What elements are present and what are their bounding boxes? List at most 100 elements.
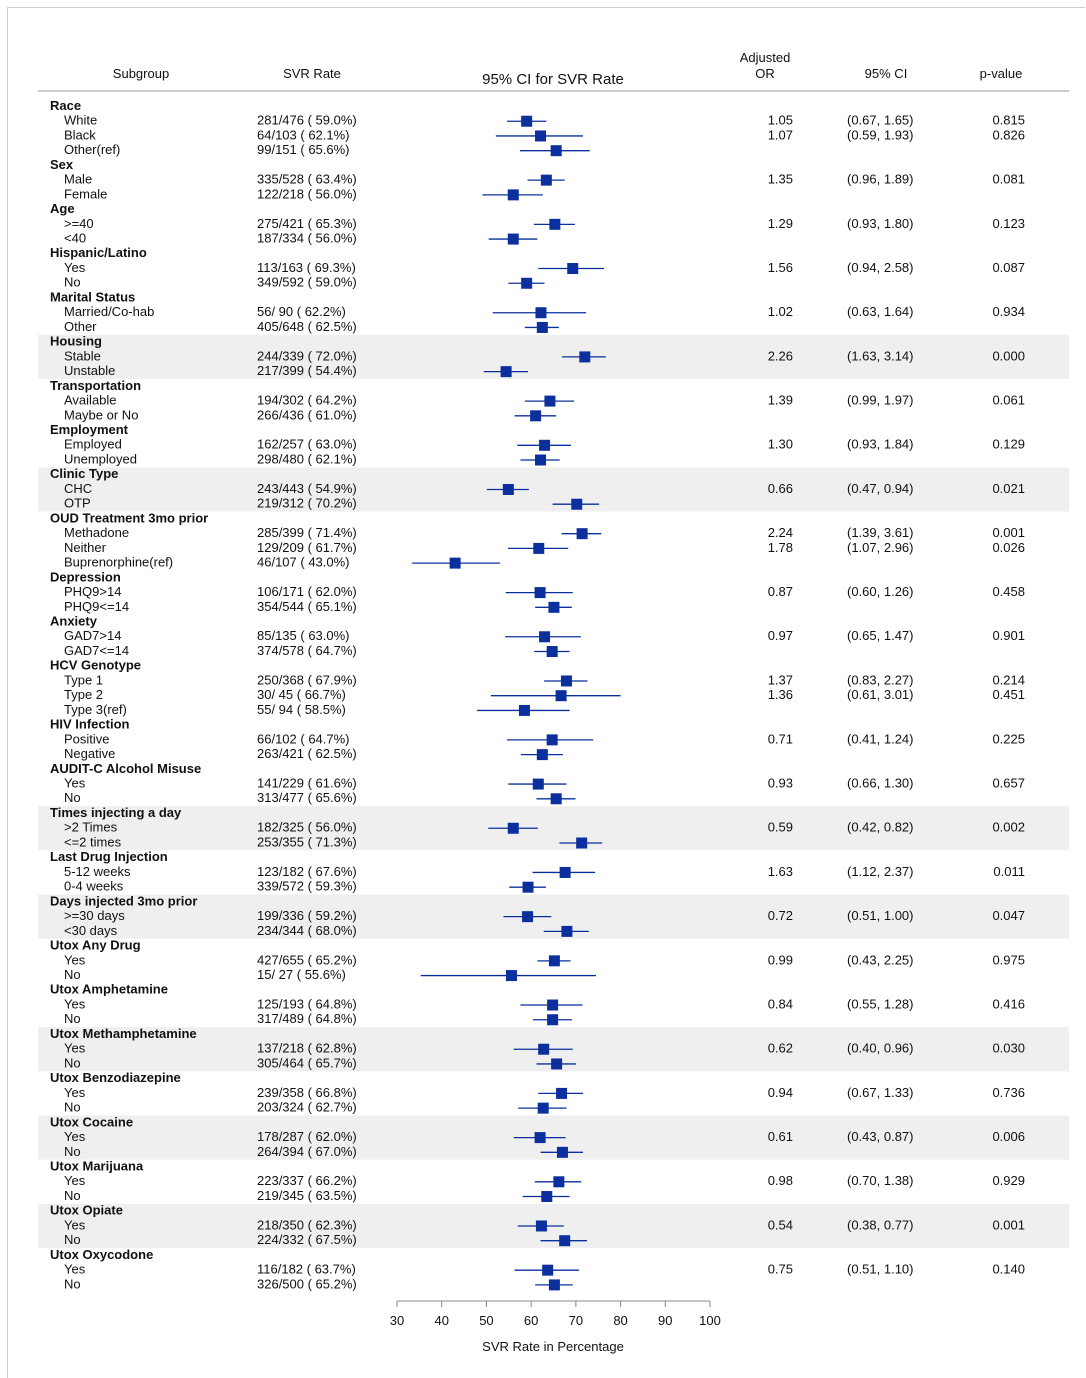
point-estimate-marker	[535, 130, 547, 142]
subgroup-label: Methadone	[64, 525, 129, 540]
odds-ratio-value: 0.59	[768, 820, 793, 835]
svr-rate-value: 30/ 45 ( 66.7%)	[257, 687, 346, 702]
p-value: 0.006	[992, 1129, 1025, 1144]
point-estimate-marker	[576, 528, 588, 540]
ci-value: (0.42, 0.82)	[847, 820, 914, 835]
subgroup-label: Type 2	[64, 687, 103, 702]
group-label: Utox Benzodiazepine	[50, 1070, 181, 1085]
svr-rate-value: 56/ 90 ( 62.2%)	[257, 304, 346, 319]
subgroup-label: No	[64, 967, 81, 982]
subgroup-label: OTP	[64, 496, 91, 511]
ci-value: (0.55, 1.28)	[847, 996, 914, 1011]
svr-rate-value: 263/421 ( 62.5%)	[257, 746, 357, 761]
group-label: HCV Genotype	[50, 658, 141, 673]
group-label: Last Drug Injection	[50, 849, 168, 864]
point-estimate-marker	[536, 321, 548, 333]
point-estimate-marker	[556, 1146, 568, 1158]
svr-rate-value: 187/334 ( 56.0%)	[257, 231, 357, 246]
subgroup-label: No	[64, 1188, 81, 1203]
ci-value: (0.70, 1.38)	[847, 1173, 914, 1188]
header-svr-rate: SVR Rate	[283, 66, 341, 81]
svr-rate-value: 223/337 ( 66.2%)	[257, 1173, 357, 1188]
header-pvalue: p-value	[980, 66, 1023, 81]
point-estimate-marker	[533, 542, 545, 554]
odds-ratio-value: 1.29	[768, 216, 793, 231]
subgroup-label: Yes	[64, 1085, 86, 1100]
subgroup-label: Employed	[64, 437, 122, 452]
point-estimate-marker	[546, 734, 558, 746]
odds-ratio-value: 2.26	[768, 348, 793, 363]
subgroup-label: Yes	[64, 996, 86, 1011]
svr-rate-value: 224/332 ( 67.5%)	[257, 1232, 357, 1247]
subgroup-label: No	[64, 790, 81, 805]
odds-ratio-value: 0.84	[768, 996, 793, 1011]
odds-ratio-value: 0.62	[768, 1041, 793, 1056]
subgroup-label: Available	[64, 393, 117, 408]
svr-rate-value: 243/443 ( 54.9%)	[257, 481, 357, 496]
p-value: 0.140	[992, 1262, 1025, 1277]
p-value: 0.451	[992, 687, 1025, 702]
subgroup-label: Unstable	[64, 363, 115, 378]
p-value: 0.002	[992, 820, 1025, 835]
odds-ratio-value: 1.30	[768, 437, 793, 452]
odds-ratio-value: 1.39	[768, 393, 793, 408]
subgroup-label: PHQ9>14	[64, 584, 121, 599]
svr-rate-value: 285/399 ( 71.4%)	[257, 525, 357, 540]
odds-ratio-value: 1.36	[768, 687, 793, 702]
point-estimate-marker	[559, 1235, 571, 1247]
group-label: HIV Infection	[50, 717, 130, 732]
svr-rate-value: 317/489 ( 64.8%)	[257, 1011, 357, 1026]
x-tick-label: 70	[569, 1313, 583, 1328]
x-axis: SVR Rate in Percentage 30 40 50 60 70 80 90 100	[390, 1300, 721, 1354]
group-label: Housing	[50, 334, 102, 349]
group-label: Race	[50, 98, 81, 113]
p-value: 0.657	[992, 776, 1025, 791]
p-value: 0.929	[992, 1173, 1025, 1188]
subgroup-label: No	[64, 1100, 81, 1115]
table-header: Subgroup SVR Rate 95% CI for SVR Rate Ad…	[38, 50, 1069, 92]
point-estimate-marker	[546, 646, 558, 658]
subgroup-label: GAD7<=14	[64, 643, 129, 658]
odds-ratio-value: 0.54	[768, 1217, 793, 1232]
subgroup-label: Yes	[64, 1173, 86, 1188]
subgroup-label: No	[64, 1276, 81, 1291]
subgroup-label: Yes	[64, 1041, 86, 1056]
group-label: Utox Any Drug	[50, 938, 141, 953]
ci-value: (0.38, 0.77)	[847, 1217, 914, 1232]
odds-ratio-value: 0.98	[768, 1173, 793, 1188]
p-value: 0.001	[992, 1217, 1025, 1232]
group-band	[38, 334, 1069, 380]
svr-rate-value: 137/218 ( 62.8%)	[257, 1041, 357, 1056]
subgroup-label: <=2 times	[64, 834, 122, 849]
odds-ratio-value: 2.24	[768, 525, 793, 540]
subgroup-label: Married/Co-hab	[64, 304, 154, 319]
point-estimate-marker	[522, 911, 534, 923]
point-estimate-marker	[555, 690, 567, 702]
ci-value: (1.39, 3.61)	[847, 525, 914, 540]
subgroup-label: Yes	[64, 260, 86, 275]
odds-ratio-value: 0.93	[768, 776, 793, 791]
p-value: 0.087	[992, 260, 1025, 275]
svr-rate-value: 203/324 ( 62.7%)	[257, 1100, 357, 1115]
point-estimate-marker	[505, 970, 517, 982]
p-value: 0.026	[992, 540, 1025, 555]
subgroup-label: Yes	[64, 1217, 86, 1232]
svr-rate-value: 275/421 ( 65.3%)	[257, 216, 357, 231]
group-label: Hispanic/Latino	[50, 245, 147, 260]
header-ci-plot: 95% CI for SVR Rate	[482, 71, 624, 88]
svr-rate-value: 15/ 27 ( 55.6%)	[257, 967, 346, 982]
svr-rate-value: 335/528 ( 63.4%)	[257, 172, 357, 187]
ci-value: (0.51, 1.00)	[847, 908, 914, 923]
svr-rate-value: 194/302 ( 64.2%)	[257, 393, 357, 408]
svr-rate-value: 305/464 ( 65.7%)	[257, 1055, 357, 1070]
point-estimate-marker	[518, 704, 530, 716]
subgroup-label: GAD7>14	[64, 628, 121, 643]
group-label: OUD Treatment 3mo prior	[50, 510, 208, 525]
point-estimate-marker	[556, 1087, 568, 1099]
ci-value: (0.93, 1.80)	[847, 216, 914, 231]
ci-value: (0.43, 2.25)	[847, 952, 914, 967]
svr-rate-value: 326/500 ( 65.2%)	[257, 1276, 357, 1291]
odds-ratio-value: 0.71	[768, 731, 793, 746]
x-tick-label: 80	[613, 1313, 627, 1328]
point-estimate-marker	[449, 557, 461, 569]
